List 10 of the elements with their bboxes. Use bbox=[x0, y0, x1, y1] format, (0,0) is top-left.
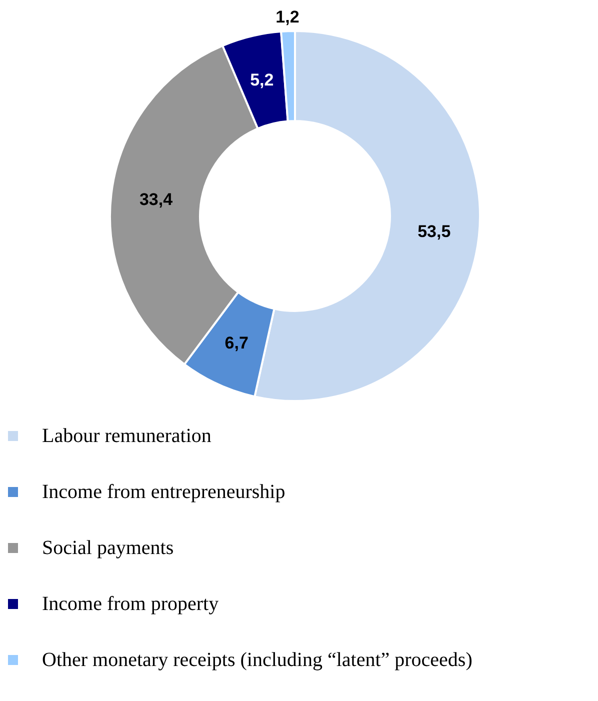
legend-label: Income from entrepreneurship bbox=[42, 480, 286, 504]
legend-label: Other monetary receipts (including “latent” proceeds) bbox=[42, 648, 472, 672]
data-label: 1,2 bbox=[276, 8, 300, 27]
legend-label: Social payments bbox=[42, 536, 174, 560]
data-label: 53,5 bbox=[418, 222, 451, 241]
data-label: 5,2 bbox=[250, 70, 274, 90]
legend-label: Labour remuneration bbox=[42, 424, 212, 448]
data-label: 6,7 bbox=[224, 334, 248, 353]
data-label: 33,4 bbox=[139, 190, 174, 209]
legend-label: Income from property bbox=[42, 592, 219, 616]
